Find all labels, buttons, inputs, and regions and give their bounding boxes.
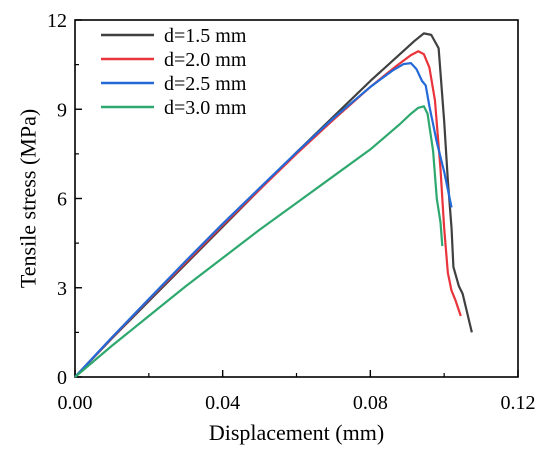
series-line-1 [74,32,473,378]
x-tick-label: 0.00 [58,392,93,414]
legend-label-4: d=3.0 mm [164,97,247,119]
plot-frame [74,19,519,378]
y-tick-label: 9 [57,99,67,121]
legend-label-2: d=2.0 mm [164,49,247,71]
y-tick-label: 12 [47,10,67,32]
x-axis-label: Displacement (mm) [209,420,384,445]
axes: 0.00 0.04 0.08 0.12 0 3 6 9 12 [47,10,536,414]
y-axis-label: Tensile stress (MPa) [16,109,41,288]
y-tick-label: 3 [57,278,67,300]
legend-label-1: d=1.5 mm [164,25,247,47]
x-tick-label: 0.12 [501,392,536,414]
y-tick-label: 6 [57,189,67,211]
axis-labels: Displacement (mm) Tensile stress (MPa) [16,109,385,445]
series-layer [74,32,473,378]
series-line-3 [74,62,453,378]
x-tick-label: 0.08 [353,392,388,414]
x-tick-label: 0.04 [205,392,240,414]
y-tick-label: 0 [57,367,67,389]
legend: d=1.5 mmd=2.0 mmd=2.5 mmd=3.0 mm [101,25,247,119]
series-line-4 [74,105,444,378]
legend-label-3: d=2.5 mm [164,73,247,95]
